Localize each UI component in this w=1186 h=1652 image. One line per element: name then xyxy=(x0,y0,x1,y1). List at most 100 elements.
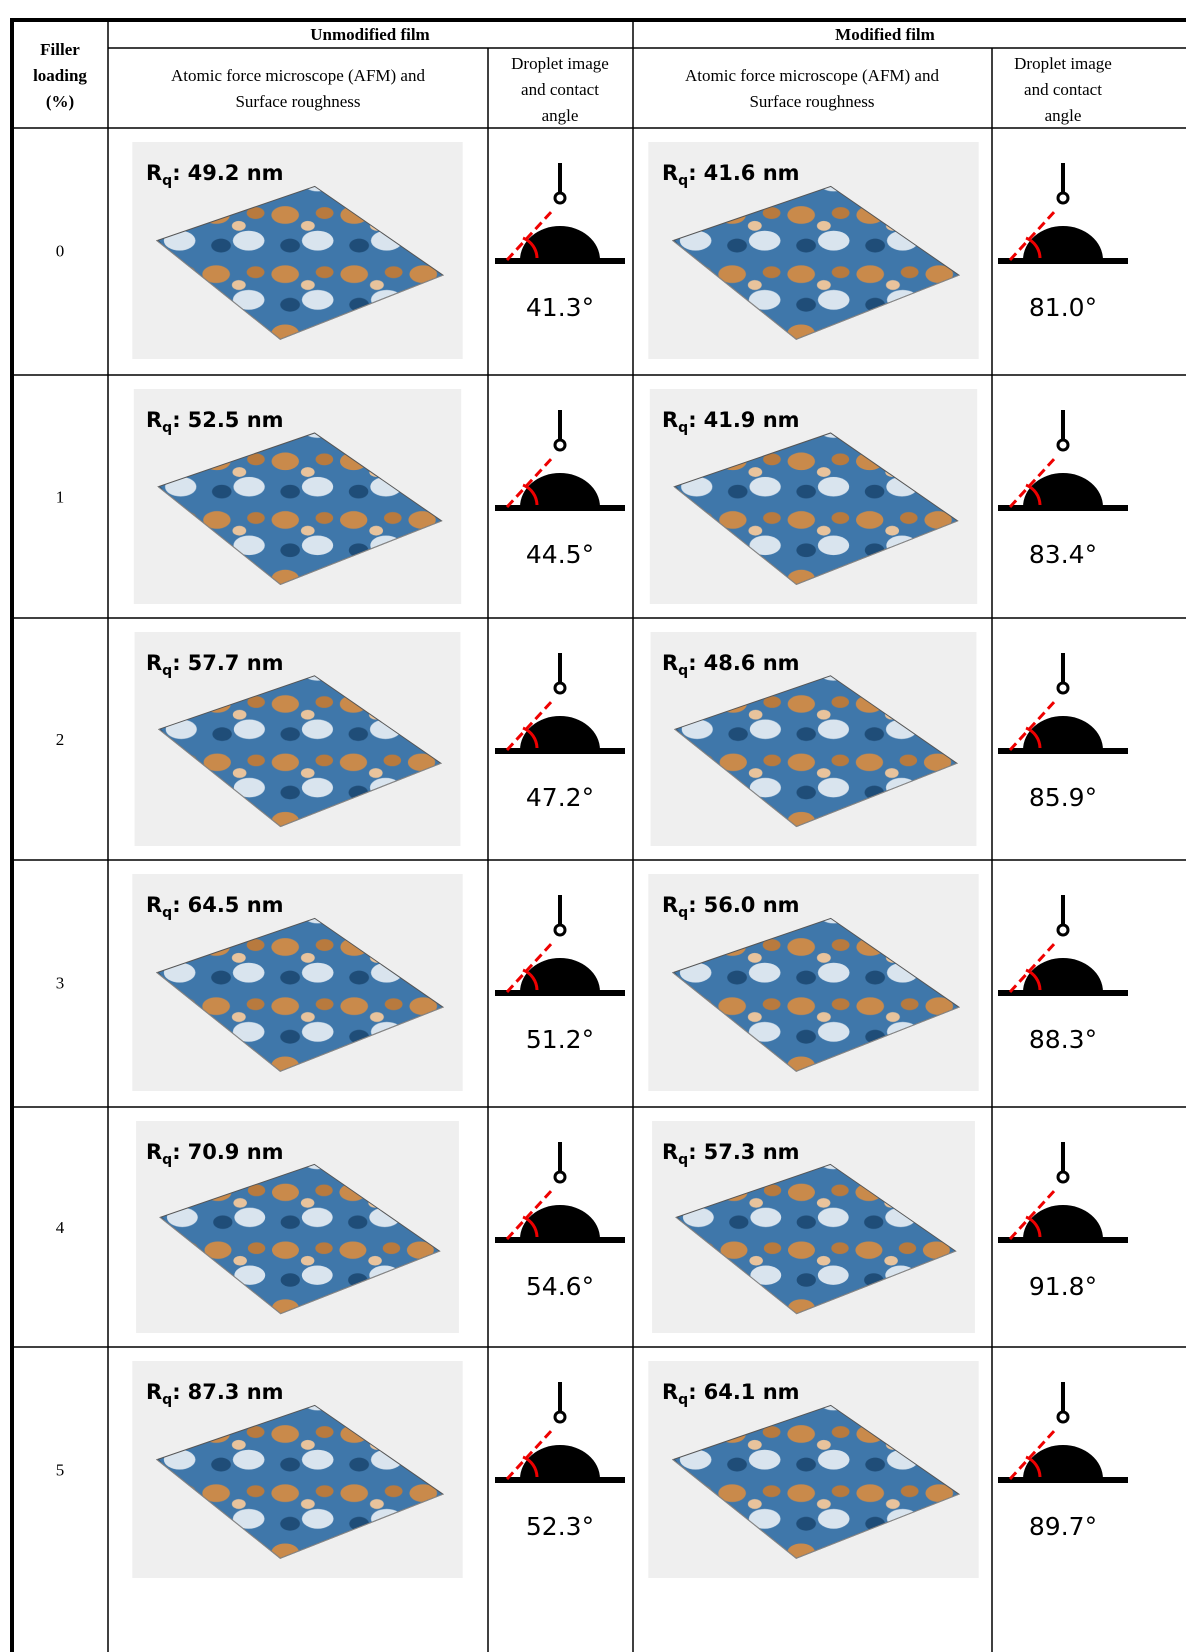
roughness-separator: : xyxy=(688,1380,696,1404)
filler-loading: 3 xyxy=(56,974,65,993)
droplet-image xyxy=(495,1142,625,1243)
roughness-separator: : xyxy=(172,161,180,185)
filler-loading: 1 xyxy=(56,488,65,507)
subheader-afm: Atomic force microscope (AFM) and xyxy=(171,66,425,85)
afm-image xyxy=(648,1361,978,1578)
roughness-value: 70.9 nm xyxy=(188,1140,284,1164)
droplet-image xyxy=(495,1382,625,1483)
roughness-symbol: R xyxy=(146,893,162,917)
afm-image xyxy=(132,874,462,1091)
contact-angle: 91.8° xyxy=(1029,1272,1097,1301)
afm-image xyxy=(652,1121,975,1333)
afm-image xyxy=(132,142,462,359)
roughness-symbol: R xyxy=(662,893,678,917)
subheader-droplet: angle xyxy=(542,106,579,125)
droplet-image xyxy=(998,895,1128,996)
roughness-symbol: R xyxy=(662,1140,678,1164)
filler-loading: 4 xyxy=(56,1218,65,1237)
roughness-value: 64.1 nm xyxy=(704,1380,800,1404)
contact-angle: 44.5° xyxy=(526,540,594,569)
filler-loading: 0 xyxy=(56,242,65,261)
subheader-droplet: and contact xyxy=(1024,80,1102,99)
contact-angle: 41.3° xyxy=(526,293,594,322)
roughness-separator: : xyxy=(688,161,696,185)
roughness-separator: : xyxy=(172,1140,180,1164)
roughness-separator: : xyxy=(688,893,696,917)
subheader-afm: Surface roughness xyxy=(235,92,360,111)
roughness-subscript: q xyxy=(162,420,172,436)
contact-angle: 52.3° xyxy=(526,1512,594,1541)
roughness-symbol: R xyxy=(662,161,678,185)
group-header: Modified film xyxy=(835,25,935,44)
roughness-subscript: q xyxy=(678,420,688,436)
subheader-droplet: angle xyxy=(1045,106,1082,125)
droplet-image xyxy=(495,163,625,264)
contact-angle: 51.2° xyxy=(526,1025,594,1054)
roughness-value: 41.9 nm xyxy=(704,408,800,432)
roughness-symbol: R xyxy=(662,651,678,675)
roughness-value: 52.5 nm xyxy=(188,408,284,432)
roughness-subscript: q xyxy=(162,663,172,679)
roughness-value: 64.5 nm xyxy=(188,893,284,917)
afm-image xyxy=(134,389,461,604)
droplet-image xyxy=(998,163,1128,264)
roughness-symbol: R xyxy=(146,1380,162,1404)
afm-image xyxy=(650,389,977,604)
subheader-droplet: Droplet image xyxy=(1014,54,1112,73)
roughness-symbol: R xyxy=(662,408,678,432)
roughness-separator: : xyxy=(688,1140,696,1164)
subheader-droplet: Droplet image xyxy=(511,54,609,73)
roughness-subscript: q xyxy=(678,663,688,679)
roughness-symbol: R xyxy=(146,651,162,675)
roughness-value: 57.3 nm xyxy=(704,1140,800,1164)
afm-image xyxy=(132,1361,462,1578)
roughness-value: 49.2 nm xyxy=(188,161,284,185)
subheader-droplet: and contact xyxy=(521,80,599,99)
roughness-value: 48.6 nm xyxy=(704,651,800,675)
roughness-value: 41.6 nm xyxy=(704,161,800,185)
roughness-separator: : xyxy=(172,408,180,432)
filler-loading: 5 xyxy=(56,1461,65,1480)
afm-image xyxy=(651,632,977,846)
roughness-separator: : xyxy=(172,1380,180,1404)
roughness-subscript: q xyxy=(162,905,172,921)
filler-loading: 2 xyxy=(56,730,65,749)
droplet-image xyxy=(998,410,1128,511)
droplet-image xyxy=(495,410,625,511)
roughness-subscript: q xyxy=(678,1152,688,1168)
roughness-subscript: q xyxy=(678,173,688,189)
roughness-subscript: q xyxy=(162,1392,172,1408)
droplet-image xyxy=(998,1382,1128,1483)
roughness-value: 87.3 nm xyxy=(188,1380,284,1404)
roughness-subscript: q xyxy=(162,1152,172,1168)
afm-image xyxy=(648,874,978,1091)
droplet-image xyxy=(998,653,1128,754)
roughness-symbol: R xyxy=(146,161,162,185)
roughness-subscript: q xyxy=(162,173,172,189)
subheader-afm: Surface roughness xyxy=(749,92,874,111)
table-figure: Fillerloading(%)Unmodified filmModified … xyxy=(0,0,1186,1652)
contact-angle: 81.0° xyxy=(1029,293,1097,322)
contact-angle: 83.4° xyxy=(1029,540,1097,569)
roughness-subscript: q xyxy=(678,905,688,921)
header-filler: Filler xyxy=(40,40,80,59)
afm-image xyxy=(135,632,461,846)
contact-angle: 88.3° xyxy=(1029,1025,1097,1054)
afm-image xyxy=(648,142,978,359)
roughness-symbol: R xyxy=(146,1140,162,1164)
afm-image xyxy=(136,1121,459,1333)
group-header: Unmodified film xyxy=(310,25,429,44)
roughness-symbol: R xyxy=(662,1380,678,1404)
contact-angle: 89.7° xyxy=(1029,1512,1097,1541)
contact-angle: 47.2° xyxy=(526,783,594,812)
roughness-separator: : xyxy=(688,408,696,432)
roughness-separator: : xyxy=(172,893,180,917)
subheader-afm: Atomic force microscope (AFM) and xyxy=(685,66,939,85)
droplet-image xyxy=(998,1142,1128,1243)
roughness-subscript: q xyxy=(678,1392,688,1408)
header-filler: (%) xyxy=(46,92,74,111)
roughness-value: 57.7 nm xyxy=(188,651,284,675)
roughness-separator: : xyxy=(688,651,696,675)
roughness-value: 56.0 nm xyxy=(704,893,800,917)
roughness-symbol: R xyxy=(146,408,162,432)
